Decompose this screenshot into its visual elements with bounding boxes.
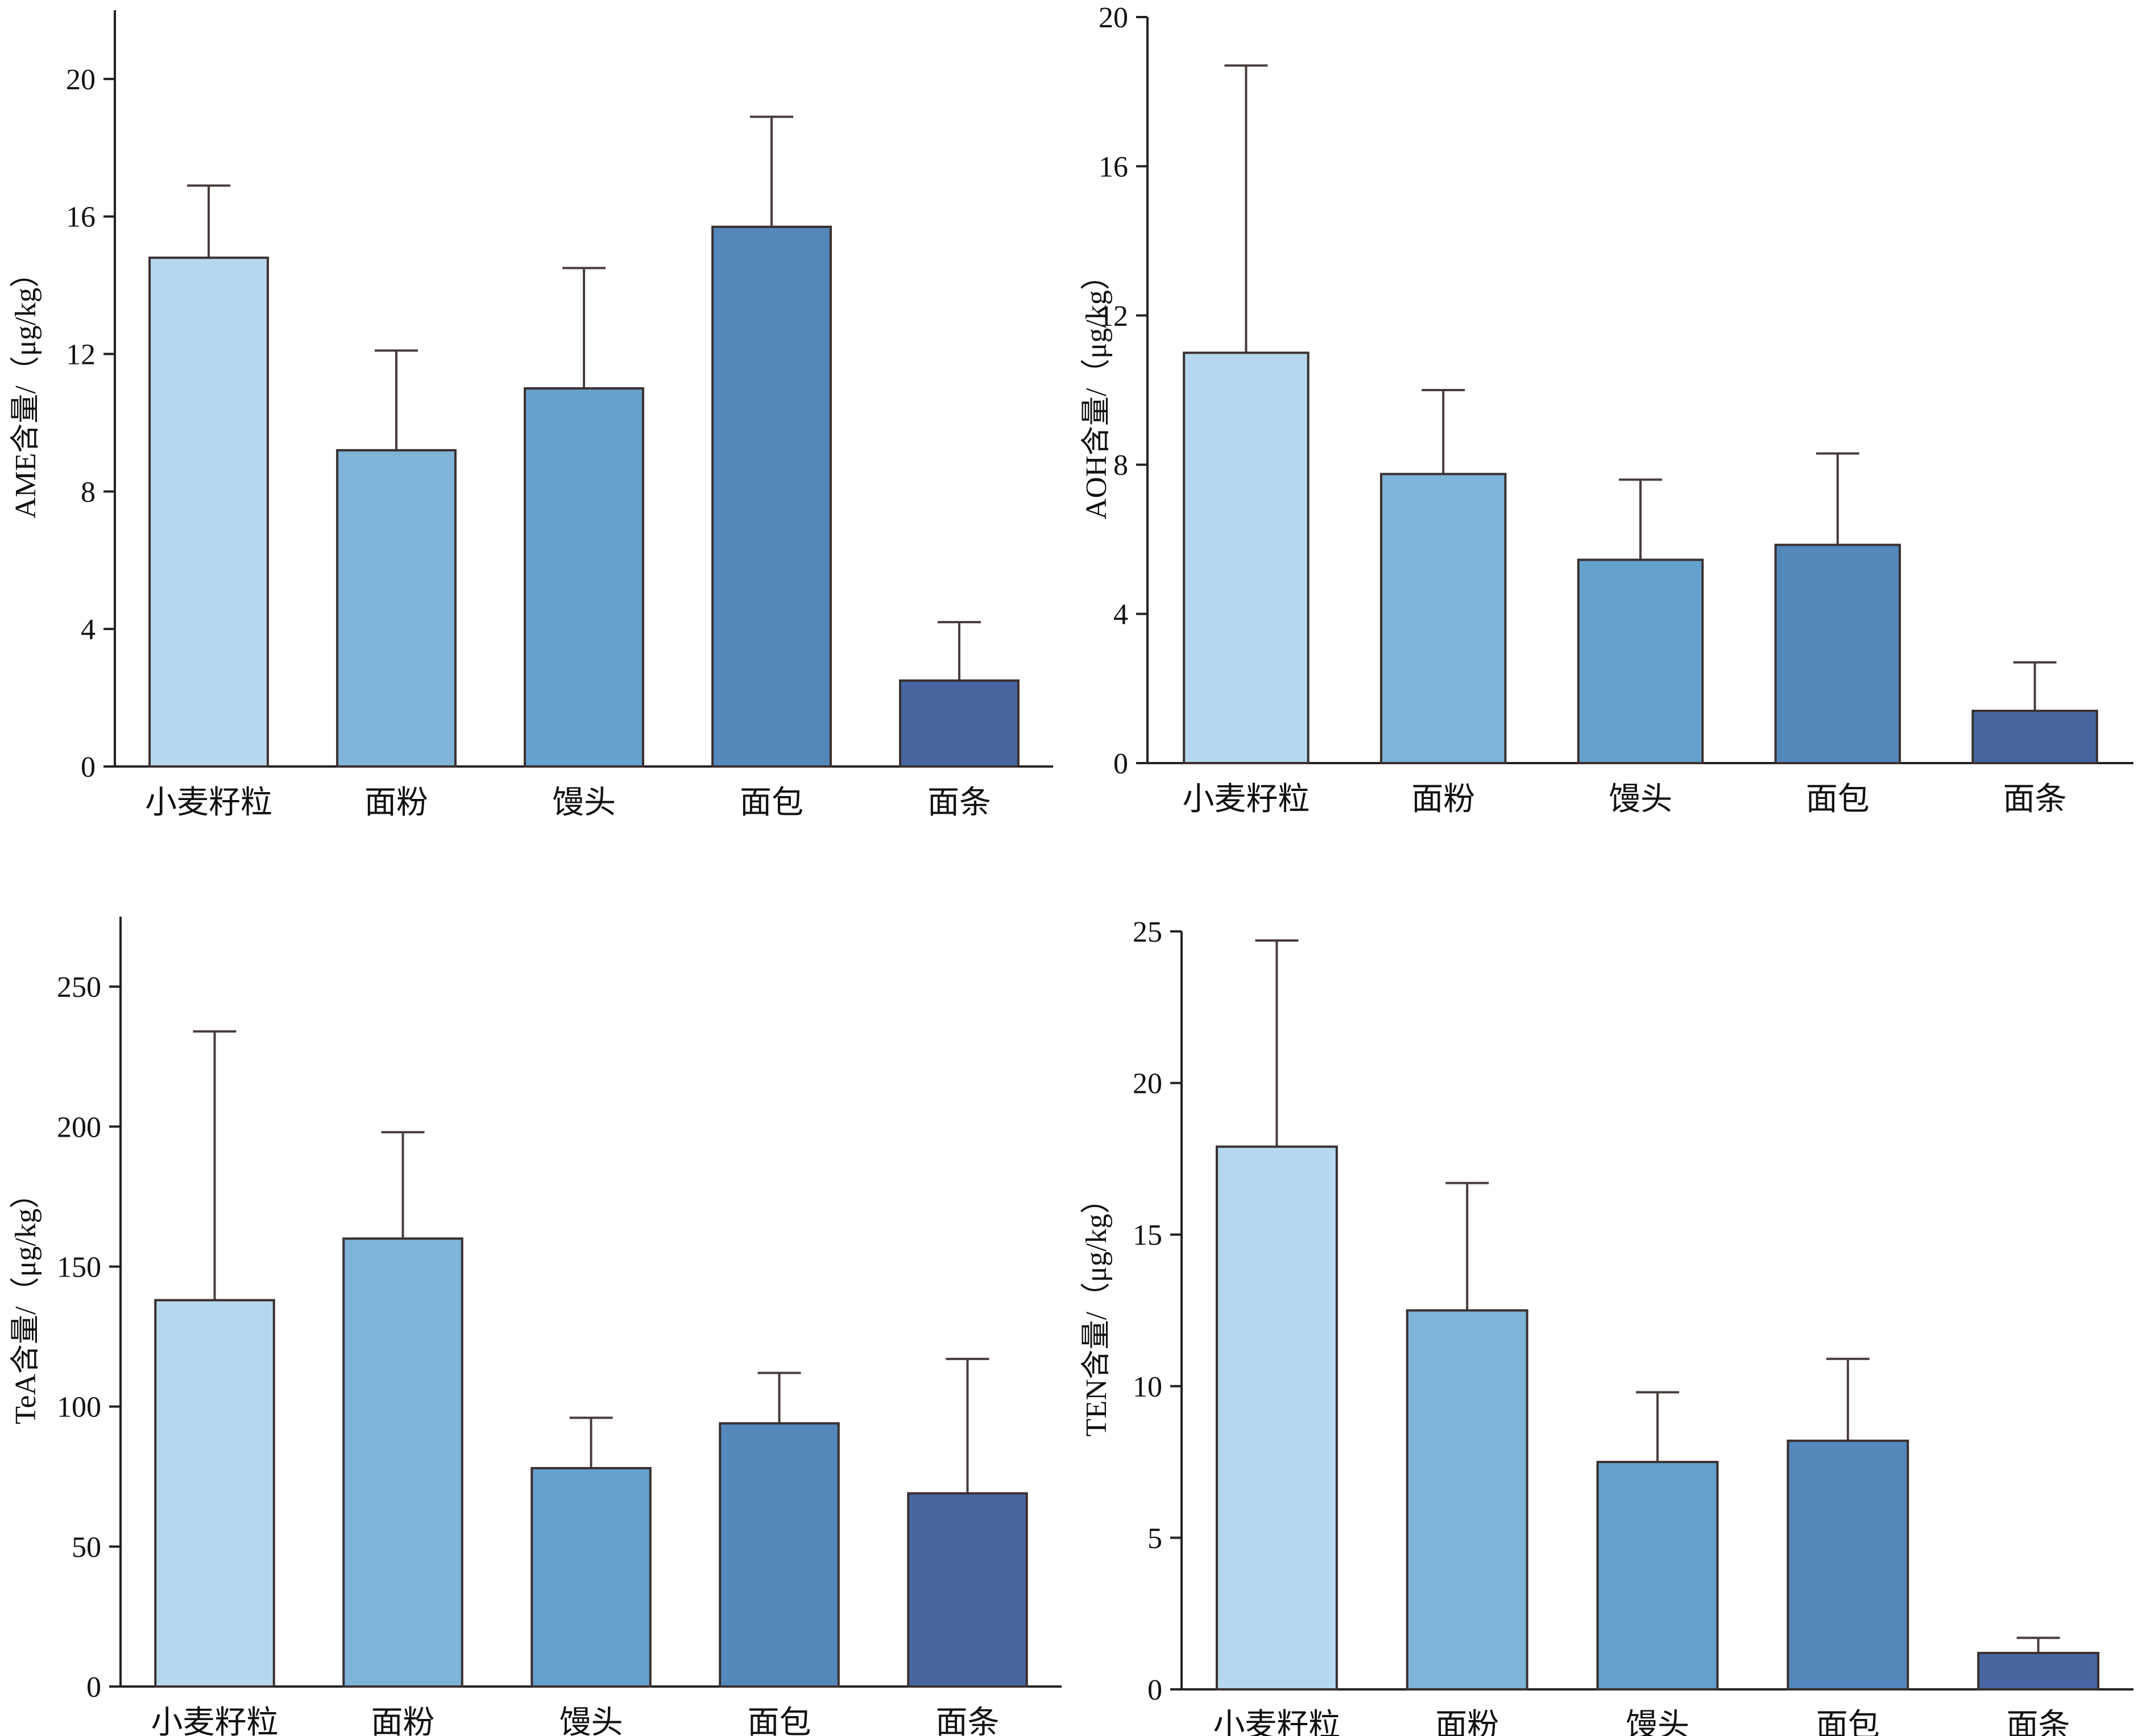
y-tick-label: 50 bbox=[72, 1531, 101, 1564]
x-tick-label: 面包 bbox=[748, 1705, 811, 1736]
y-tick-label: 0 bbox=[86, 1671, 101, 1704]
chart-panel-tea: 0 50 100 150 200 250 小麦籽粒 面粉 馒头 面包 面条 TeA含量/（μg/kg） bbox=[10, 917, 1062, 1736]
bar bbox=[907, 1492, 1028, 1688]
bar bbox=[524, 387, 644, 768]
x-tick-label: 面条 bbox=[2007, 1708, 2070, 1736]
y-tick-label: 16 bbox=[66, 201, 96, 234]
bar bbox=[148, 256, 269, 768]
chart-panel-ten: 0 5 10 15 20 25 小麦籽粒 面粉 馒头 面包 面条 TEN含量/（μg/kg） bbox=[1080, 916, 2133, 1736]
x-tick-label: 馒头 bbox=[1609, 782, 1672, 817]
y-axis-label: AME含量/（μg/kg） bbox=[10, 258, 42, 519]
bar bbox=[1596, 1461, 1719, 1691]
x-tick-label: 面条 bbox=[936, 1705, 1000, 1736]
y-tick-label: 5 bbox=[1147, 1522, 1162, 1555]
x-tick-label: 面包 bbox=[1806, 782, 1870, 817]
bar bbox=[1215, 1145, 1338, 1691]
bar bbox=[711, 225, 832, 768]
x-tick-label: 面粉 bbox=[1435, 1708, 1499, 1736]
chart-panel-ame: 0 4 8 12 16 20 小麦籽粒 面粉 馒头 面包 面条 AME含量/（μg/kg） bbox=[10, 10, 1053, 821]
x-tick-label: 馒头 bbox=[552, 785, 616, 821]
bar bbox=[154, 1299, 275, 1688]
y-tick-label: 0 bbox=[1113, 748, 1128, 780]
y-axis-label: TEN含量/（μg/kg） bbox=[1080, 1184, 1113, 1437]
y-axis-label: AOH含量/（μg/kg） bbox=[1080, 260, 1113, 519]
bar bbox=[1183, 351, 1310, 764]
y-tick-label: 100 bbox=[57, 1391, 101, 1424]
bar bbox=[1971, 710, 2098, 765]
y-tick-label: 10 bbox=[1133, 1371, 1162, 1403]
x-tick-label: 面包 bbox=[1816, 1708, 1880, 1736]
y-tick-label: 8 bbox=[81, 476, 96, 508]
y-tick-label: 12 bbox=[1099, 300, 1128, 333]
y-tick-label: 250 bbox=[57, 971, 101, 1004]
y-tick-label: 20 bbox=[1099, 2, 1128, 34]
x-tick-label: 小麦籽粒 bbox=[151, 1705, 279, 1736]
x-tick-label: 馒头 bbox=[1626, 1708, 1689, 1736]
x-tick-label: 小麦籽粒 bbox=[145, 785, 272, 821]
y-tick-label: 20 bbox=[66, 64, 96, 96]
bar bbox=[1406, 1309, 1528, 1691]
y-tick-label: 0 bbox=[81, 751, 96, 784]
y-tick-label: 15 bbox=[1133, 1219, 1162, 1252]
y-tick-label: 20 bbox=[1133, 1068, 1162, 1100]
y-tick-label: 150 bbox=[57, 1251, 101, 1283]
y-tick-label: 4 bbox=[81, 614, 96, 646]
x-tick-label: 馒头 bbox=[560, 1705, 623, 1736]
x-tick-label: 面条 bbox=[927, 785, 991, 821]
x-tick-label: 小麦籽粒 bbox=[1182, 782, 1310, 817]
y-tick-label: 200 bbox=[57, 1111, 101, 1143]
y-tick-label: 8 bbox=[1113, 449, 1128, 482]
x-tick-label: 面条 bbox=[2003, 782, 2067, 817]
y-tick-label: 0 bbox=[1147, 1674, 1162, 1706]
y-tick-label: 25 bbox=[1133, 916, 1162, 948]
bar bbox=[1379, 473, 1507, 764]
x-tick-label: 面粉 bbox=[1411, 782, 1475, 817]
y-axis-label: TeA含量/（μg/kg） bbox=[10, 1179, 42, 1424]
bar bbox=[342, 1237, 463, 1688]
x-tick-label: 面粉 bbox=[364, 785, 428, 821]
x-tick-label: 小麦籽粒 bbox=[1213, 1708, 1340, 1736]
y-tick-label: 12 bbox=[66, 339, 96, 371]
bar bbox=[336, 449, 457, 768]
chart-panel-aoh: 0 4 8 12 16 20 小麦籽粒 面粉 馒头 面包 面条 AOH含量/（μg/kg） bbox=[1080, 2, 2133, 817]
y-tick-label: 16 bbox=[1099, 151, 1128, 183]
bar bbox=[1577, 558, 1704, 764]
bar bbox=[1977, 1652, 2100, 1691]
x-tick-label: 面粉 bbox=[371, 1705, 435, 1736]
y-tick-label: 4 bbox=[1113, 599, 1128, 631]
bar bbox=[1787, 1439, 1909, 1691]
bar bbox=[719, 1422, 840, 1688]
bar bbox=[899, 679, 1020, 768]
x-tick-label: 面包 bbox=[740, 785, 803, 821]
bar bbox=[531, 1466, 652, 1688]
bar bbox=[1774, 544, 1901, 764]
